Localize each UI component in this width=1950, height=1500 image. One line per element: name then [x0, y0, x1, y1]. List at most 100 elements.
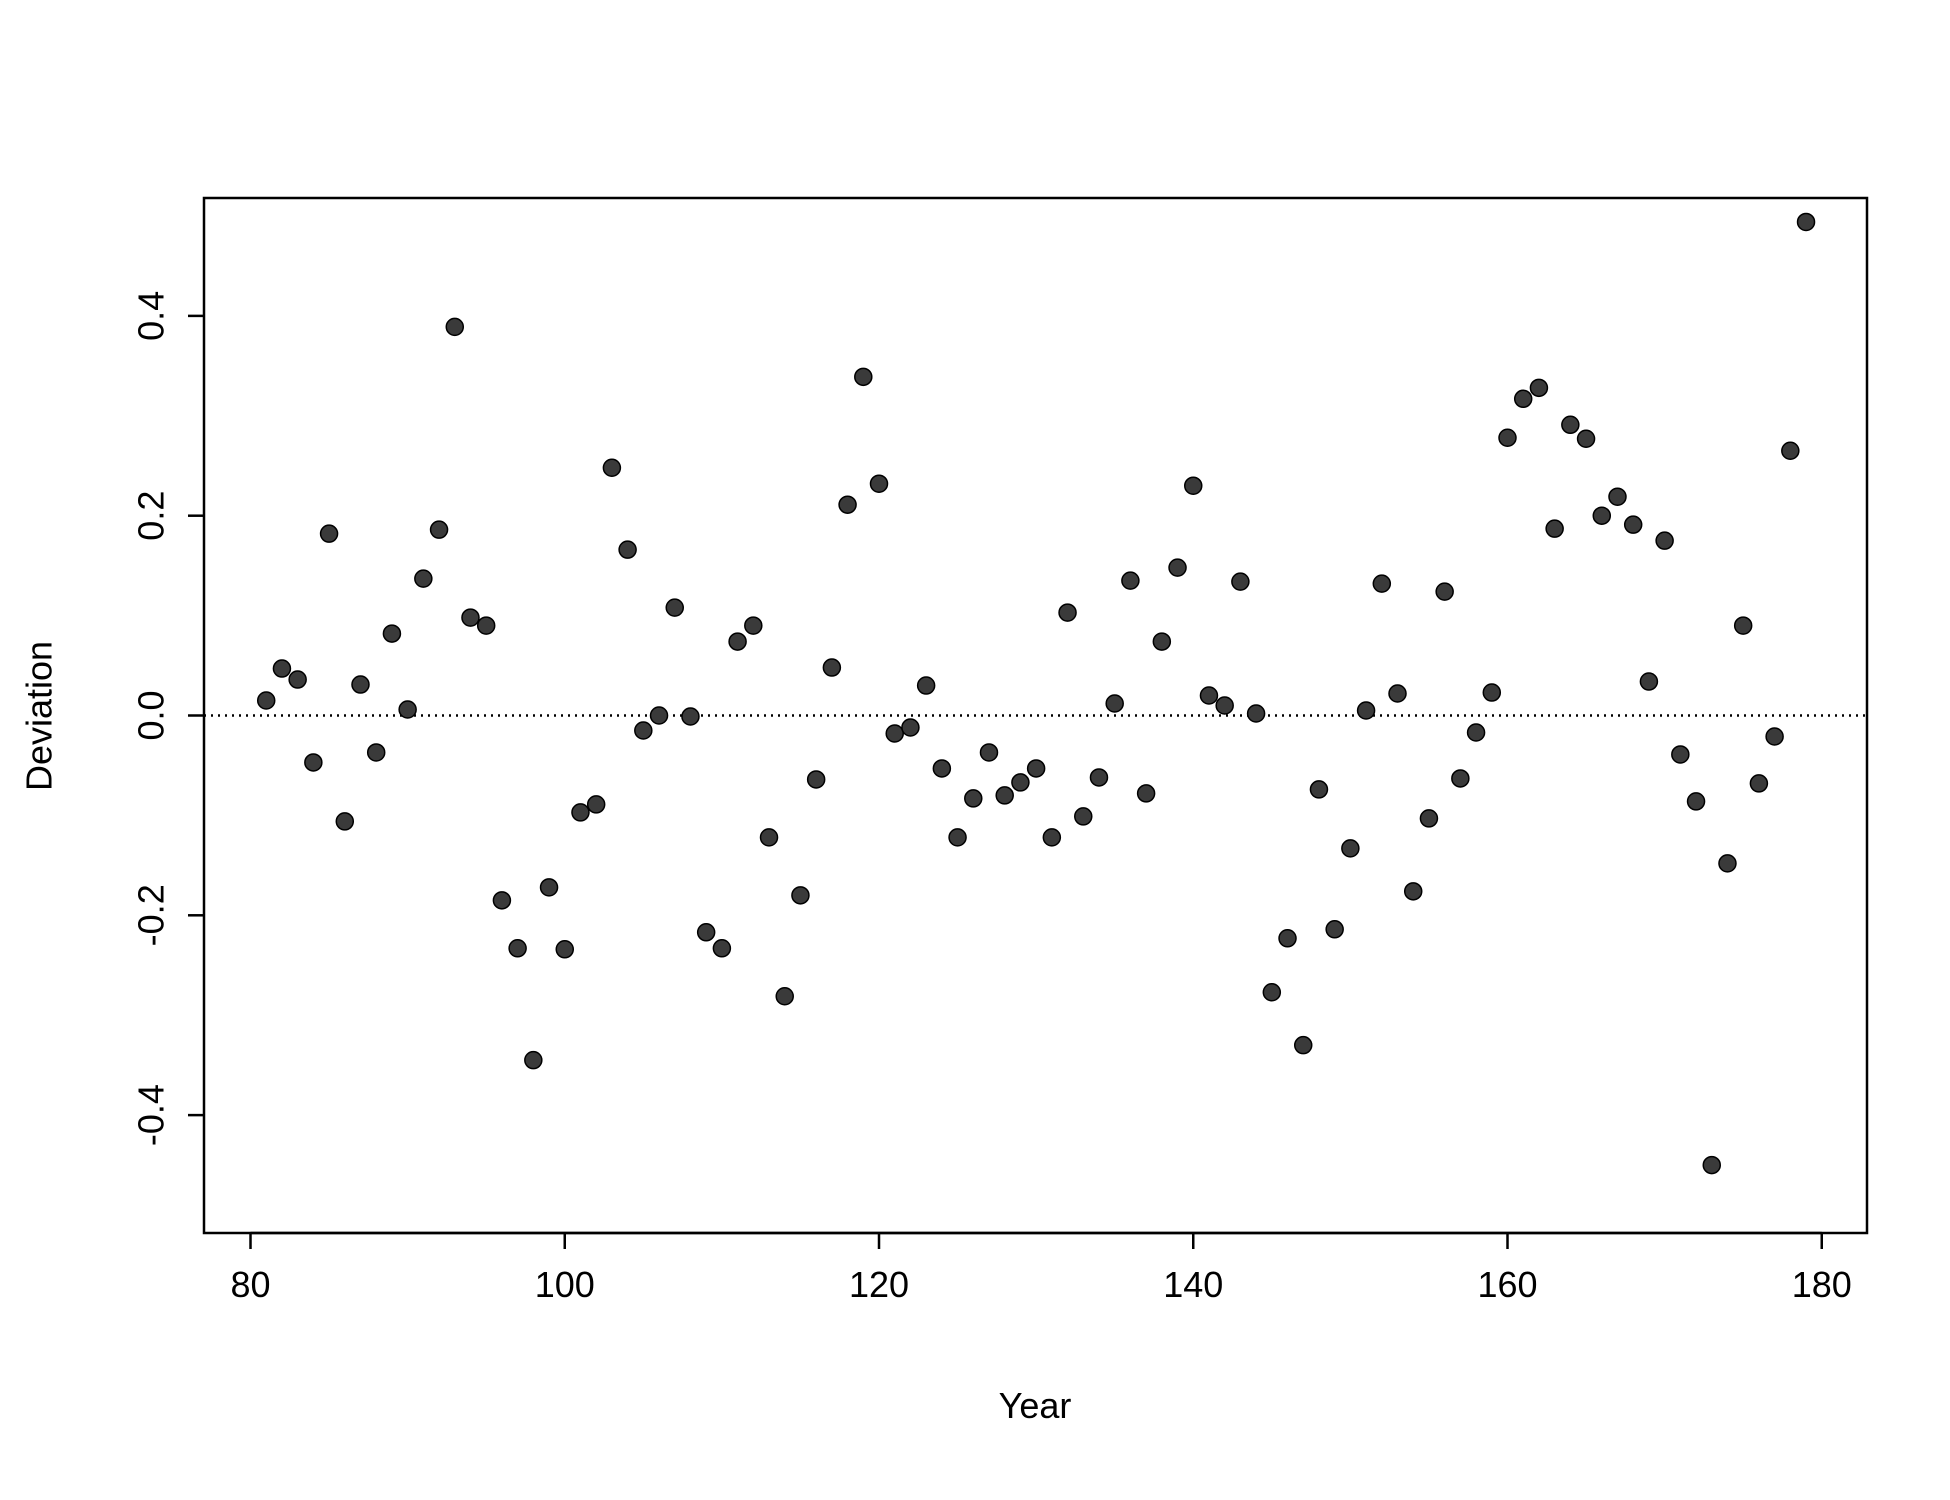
- point: [1435, 582, 1454, 601]
- point: [901, 718, 920, 737]
- x-tick-label: 100: [535, 1264, 595, 1305]
- point: [1451, 769, 1470, 788]
- point: [1639, 672, 1659, 691]
- point: [1152, 632, 1172, 651]
- point: [476, 616, 496, 635]
- point: [398, 700, 417, 719]
- point: [1058, 603, 1077, 622]
- y-tick-label: 0.2: [131, 491, 172, 541]
- point: [1168, 558, 1187, 577]
- point: [1686, 792, 1706, 811]
- point: [696, 923, 716, 942]
- x-tick-label: 180: [1792, 1264, 1852, 1305]
- point: [1529, 378, 1549, 398]
- point: [1733, 616, 1753, 635]
- point: [1388, 684, 1407, 703]
- point: [445, 317, 465, 337]
- point: [539, 878, 559, 897]
- point: [366, 743, 386, 762]
- point: [1718, 854, 1737, 873]
- point: [1026, 759, 1046, 778]
- point: [1561, 415, 1580, 435]
- point: [1623, 515, 1643, 534]
- point: [256, 691, 276, 710]
- point: [838, 495, 857, 514]
- point: [319, 524, 339, 543]
- point: [1074, 807, 1093, 826]
- point: [1042, 828, 1062, 847]
- point: [555, 940, 575, 959]
- point: [1011, 773, 1030, 792]
- point: [1403, 882, 1423, 901]
- point: [1341, 839, 1360, 858]
- point: [1231, 572, 1250, 591]
- point: [1215, 696, 1234, 715]
- x-tick-label: 160: [1477, 1264, 1537, 1305]
- point: [1765, 727, 1784, 746]
- plot-frame: [202, 196, 1869, 1235]
- point: [979, 743, 999, 762]
- point: [272, 659, 292, 678]
- point: [1545, 519, 1564, 538]
- point: [665, 598, 684, 617]
- x-tick-label: 140: [1163, 1264, 1223, 1305]
- point: [1278, 929, 1297, 948]
- point: [948, 828, 967, 847]
- point: [1513, 389, 1533, 409]
- point: [1246, 704, 1266, 723]
- point: [1199, 686, 1219, 705]
- point: [1671, 745, 1690, 764]
- point: [335, 812, 355, 831]
- y-tick-label: -0.4: [131, 1084, 172, 1146]
- point: [634, 721, 653, 740]
- point: [1576, 429, 1596, 449]
- point: [1262, 982, 1282, 1002]
- point: [728, 632, 747, 651]
- point: [869, 474, 889, 493]
- y-tick-label: -0.2: [131, 884, 172, 946]
- point: [382, 624, 402, 643]
- point: [1796, 212, 1816, 232]
- point: [1105, 694, 1124, 713]
- point: [775, 986, 794, 1006]
- point: [1749, 774, 1769, 793]
- point: [508, 939, 527, 958]
- point: [759, 828, 779, 847]
- point: [492, 891, 512, 910]
- point: [932, 759, 952, 778]
- point: [288, 670, 307, 689]
- point: [822, 658, 842, 677]
- x-tick-label: 80: [230, 1264, 270, 1305]
- point: [1309, 780, 1329, 799]
- point: [1136, 784, 1156, 803]
- point: [586, 795, 606, 814]
- point: [1498, 428, 1517, 448]
- x-axis-label: Year: [999, 1385, 1072, 1426]
- point: [964, 789, 983, 808]
- point: [571, 803, 590, 822]
- point: [1356, 701, 1376, 720]
- point: [1466, 723, 1486, 742]
- point: [1608, 487, 1627, 506]
- point: [1781, 441, 1800, 461]
- point: [429, 520, 449, 539]
- point: [414, 569, 433, 588]
- point: [1089, 768, 1109, 787]
- point: [681, 707, 700, 726]
- point: [885, 724, 904, 743]
- point: [602, 458, 622, 477]
- point: [524, 1050, 543, 1070]
- point: [618, 540, 637, 559]
- x-tick-label: 120: [849, 1264, 909, 1305]
- y-tick-label: 0.4: [131, 291, 172, 341]
- point: [304, 753, 323, 772]
- point: [791, 886, 810, 905]
- point: [995, 786, 1014, 805]
- point: [1372, 574, 1392, 593]
- point: [1655, 531, 1674, 550]
- point: [1121, 571, 1140, 590]
- point: [649, 706, 669, 725]
- point: [744, 616, 763, 635]
- point: [1419, 809, 1439, 828]
